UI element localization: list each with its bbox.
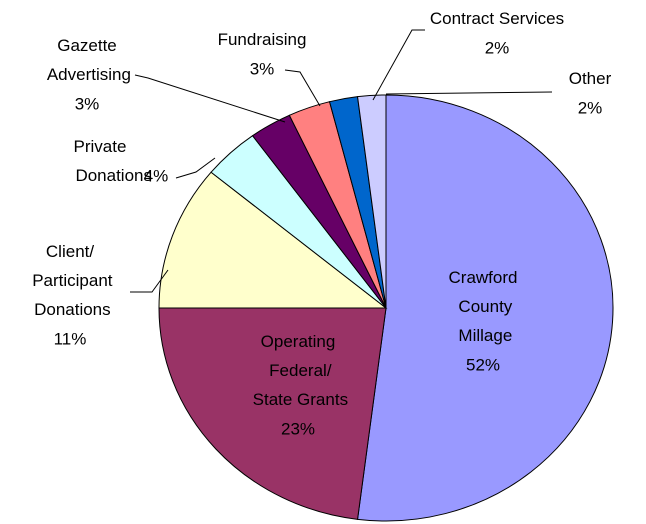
- slice-label: Contract Services: [430, 9, 564, 28]
- slice-label: Gazette Advertising: [43, 36, 131, 84]
- slice-label: Private Donations: [71, 137, 152, 185]
- leader-line: [284, 69, 321, 107]
- pie-slice: [356, 94, 387, 309]
- pie-slice: [158, 171, 388, 309]
- slice-label: Crawford County Millage: [449, 268, 518, 345]
- value-label: 23%: [281, 419, 315, 438]
- value-label: 4%: [144, 166, 169, 185]
- slices: [158, 94, 614, 522]
- leader-line: [175, 157, 216, 179]
- value-label: 2%: [485, 38, 510, 57]
- pie-slice: [158, 307, 387, 520]
- value-label: 52%: [466, 355, 500, 374]
- value-label: 3%: [75, 94, 100, 113]
- leader-line: [385, 91, 553, 95]
- leader-line: [130, 269, 169, 293]
- pie-slice: [356, 94, 614, 522]
- slice-label: Client/ Participant Donations: [27, 242, 112, 319]
- leader-line: [134, 74, 286, 123]
- value-label: 3%: [250, 59, 275, 78]
- leader-line: [372, 29, 425, 101]
- slice-label: Operating Federal/ State Grants: [248, 332, 348, 409]
- slice-label: Other: [569, 69, 612, 88]
- slice-label: Fundraising: [218, 30, 307, 49]
- value-label: 11%: [54, 329, 87, 348]
- value-label: 2%: [578, 98, 603, 117]
